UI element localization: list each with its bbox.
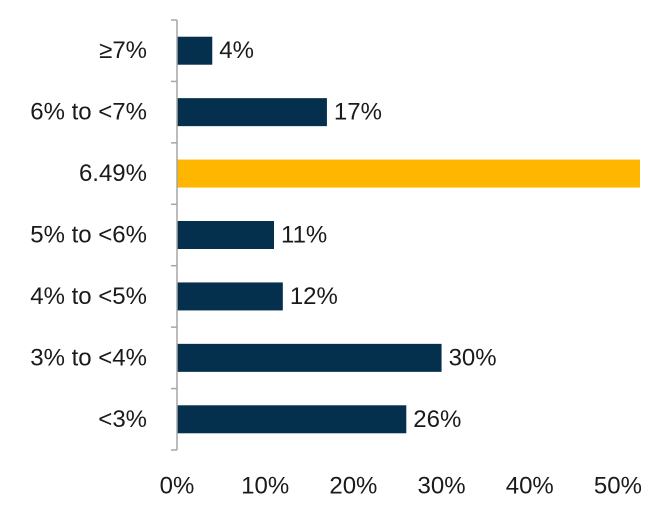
category-label: 4% to <5%: [30, 283, 147, 310]
x-tick-label: 30%: [418, 473, 466, 500]
data-label: 17%: [334, 99, 382, 126]
data-label: 12%: [290, 283, 338, 310]
x-tick-label: 50%: [594, 473, 642, 500]
data-label: 11%: [281, 222, 327, 249]
category-label: 3% to <4%: [30, 344, 147, 371]
bar: [177, 36, 213, 65]
bars-group: [177, 36, 640, 434]
category-label: 6% to <7%: [30, 99, 147, 126]
category-label: <3%: [98, 406, 147, 433]
bar: [177, 282, 283, 311]
x-tick-label: 40%: [506, 473, 554, 500]
category-label: 6.49%: [79, 160, 147, 187]
x-tick-label: 0%: [160, 473, 195, 500]
bar: [177, 405, 407, 434]
axes-group: [171, 19, 178, 451]
bar: [177, 221, 275, 249]
data-label: 4%: [219, 37, 254, 64]
category-label: ≥7%: [99, 37, 147, 64]
x-tick-label: 20%: [329, 473, 377, 500]
bar: [177, 343, 442, 372]
data-label: 26%: [413, 406, 461, 433]
bar-highlight: [177, 159, 640, 188]
category-label: 5% to <6%: [30, 222, 147, 249]
labels-group: ≥7% 4% 6% to <7% 17% 6.49% 5% to <6% 11% 4% to …: [30, 37, 642, 499]
bar: [177, 98, 327, 127]
x-tick-label: 10%: [241, 473, 289, 500]
data-label: 30%: [449, 344, 497, 371]
